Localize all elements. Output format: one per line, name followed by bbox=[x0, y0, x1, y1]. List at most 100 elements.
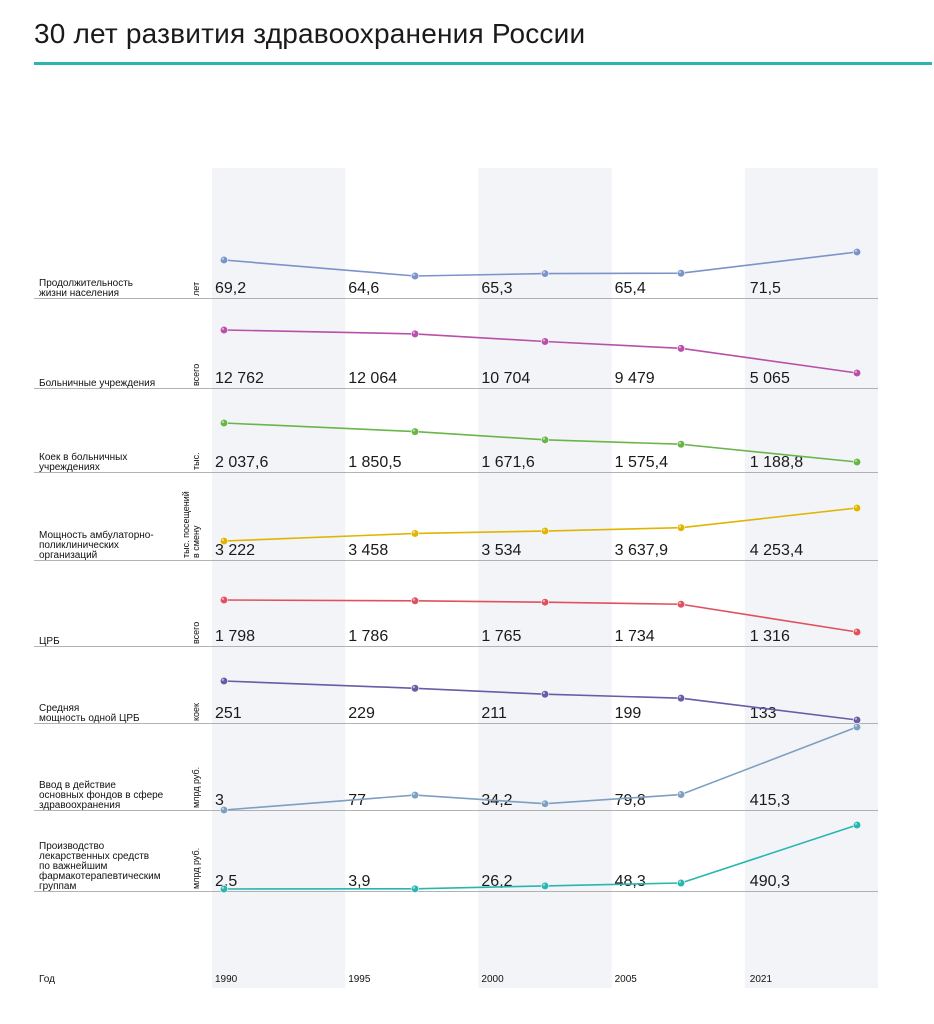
unit-label-line: млрд руб. bbox=[191, 848, 201, 889]
data-point bbox=[852, 627, 862, 637]
data-point-highlight bbox=[542, 271, 546, 274]
unit-labels: лет всего тыс. тыс. посещенийв смену всего ко… bbox=[181, 282, 201, 889]
data-point bbox=[852, 715, 862, 725]
data-point-highlight bbox=[542, 437, 546, 440]
value-label: 3 458 bbox=[348, 542, 388, 559]
column-band bbox=[744, 168, 878, 988]
value-label: 490,3 bbox=[750, 873, 790, 890]
data-point bbox=[410, 684, 420, 693]
data-point-highlight bbox=[678, 880, 682, 883]
data-point-highlight bbox=[542, 528, 546, 532]
data-point bbox=[852, 457, 862, 467]
data-point-highlight bbox=[854, 505, 858, 508]
row-label-line: здравоохранения bbox=[39, 800, 120, 811]
unit-label: всего bbox=[191, 622, 201, 644]
data-point-highlight bbox=[412, 685, 416, 689]
data-point-highlight bbox=[542, 599, 546, 603]
data-point-highlight bbox=[221, 257, 225, 260]
unit-label: млрд руб. bbox=[191, 848, 201, 889]
row-label: Коек в больничных учреждениях bbox=[39, 451, 127, 473]
value-label: 3,9 bbox=[348, 873, 370, 890]
data-point bbox=[410, 596, 420, 605]
data-point bbox=[410, 427, 420, 436]
data-point bbox=[540, 526, 550, 536]
data-point-highlight bbox=[412, 886, 416, 889]
unit-label-line: тыс. bbox=[191, 452, 201, 470]
value-label: 5 065 bbox=[750, 370, 790, 387]
data-point bbox=[219, 676, 229, 686]
column-band bbox=[478, 168, 612, 988]
data-point bbox=[410, 884, 420, 893]
data-point-highlight bbox=[412, 531, 416, 534]
data-point-highlight bbox=[678, 441, 682, 445]
data-point bbox=[219, 418, 229, 428]
data-point-highlight bbox=[221, 678, 225, 681]
data-point-highlight bbox=[542, 883, 546, 886]
data-point bbox=[676, 269, 686, 278]
value-label: 48,3 bbox=[615, 873, 646, 890]
column-band bbox=[212, 168, 346, 988]
row-label-line: Продолжительность bbox=[39, 278, 133, 289]
value-label: 1 671,6 bbox=[481, 454, 534, 471]
value-label: 251 bbox=[215, 705, 242, 722]
row-label-line: Производство bbox=[39, 841, 105, 852]
value-label: 1 786 bbox=[348, 628, 388, 645]
value-label: 199 bbox=[615, 705, 642, 722]
data-point bbox=[852, 722, 862, 732]
value-label: 65,4 bbox=[615, 280, 646, 297]
row-label: Больничные учреждения bbox=[39, 378, 155, 389]
x-axis-title: Год bbox=[39, 974, 55, 985]
value-label: 229 bbox=[348, 705, 375, 722]
data-point-highlight bbox=[221, 886, 225, 889]
data-point-highlight bbox=[412, 331, 416, 334]
value-label: 2 037,6 bbox=[215, 454, 268, 471]
value-label: 12 762 bbox=[215, 370, 264, 387]
row-label-line: учреждениях bbox=[39, 462, 100, 473]
data-point bbox=[219, 595, 229, 605]
unit-label-line: всего bbox=[191, 364, 201, 386]
unit-label: коек bbox=[191, 703, 201, 721]
unit-label-line: в смену bbox=[191, 525, 201, 558]
data-point-highlight bbox=[854, 724, 858, 727]
data-point-highlight bbox=[678, 695, 682, 699]
data-point bbox=[410, 329, 420, 338]
unit-label-line: всего bbox=[191, 622, 201, 644]
data-point bbox=[540, 690, 550, 699]
data-point-highlight bbox=[542, 691, 546, 695]
row-label-line: Ввод в действие bbox=[39, 780, 116, 791]
unit-label: тыс. bbox=[191, 452, 201, 470]
value-label: 1 316 bbox=[750, 628, 790, 645]
data-point-highlight bbox=[854, 370, 858, 373]
row-label: Средняя мощность одной ЦРБ bbox=[39, 703, 140, 724]
value-label: 415,3 bbox=[750, 792, 790, 809]
data-point-highlight bbox=[221, 538, 225, 541]
value-label: 1 765 bbox=[481, 628, 521, 645]
row-label-line: группам bbox=[39, 881, 76, 892]
value-label: 77 bbox=[348, 792, 366, 809]
row-label-line: по важнейшим bbox=[39, 861, 107, 872]
value-label: 3 637,9 bbox=[615, 542, 668, 559]
data-point bbox=[676, 523, 686, 532]
data-point-highlight bbox=[854, 629, 858, 632]
value-label: 4 253,4 bbox=[750, 542, 803, 559]
value-label: 1 734 bbox=[615, 628, 655, 645]
value-label: 3 534 bbox=[481, 542, 521, 559]
unit-label-line: коек bbox=[191, 703, 201, 721]
data-point-highlight bbox=[221, 597, 225, 600]
data-point-highlight bbox=[678, 792, 682, 795]
data-point bbox=[219, 805, 229, 815]
value-label: 1 798 bbox=[215, 628, 255, 645]
year-tick-label: 2021 bbox=[750, 974, 773, 985]
value-label: 1 575,4 bbox=[615, 454, 668, 471]
value-label: 26,2 bbox=[481, 873, 512, 890]
data-point bbox=[676, 440, 686, 449]
data-point-highlight bbox=[678, 270, 682, 274]
data-point bbox=[852, 503, 862, 513]
row-baselines bbox=[34, 298, 878, 892]
data-point-highlight bbox=[412, 598, 416, 601]
row-labels: Продолжительность жизни населения Больничн… bbox=[39, 278, 164, 892]
row-label-line: мощность одной ЦРБ bbox=[39, 713, 140, 724]
data-point bbox=[410, 529, 420, 538]
data-point bbox=[852, 368, 862, 378]
